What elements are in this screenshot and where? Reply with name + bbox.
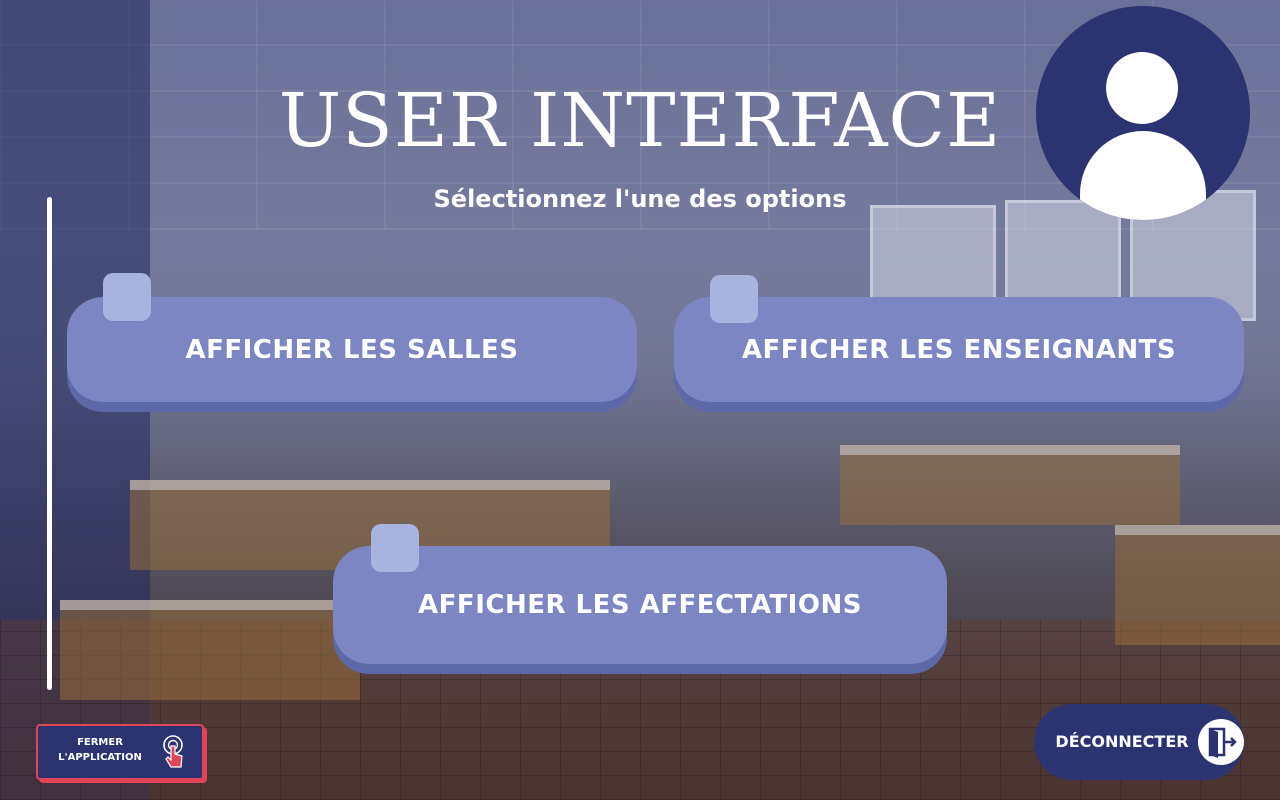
show-assignments-button[interactable]: AFFICHER LES AFFECTATIONS [333,524,947,664]
button-tab [103,273,151,321]
lab-bench [60,600,360,700]
hand-click-icon [163,735,183,768]
decorative-vertical-line [47,197,52,690]
door-exit-icon [1198,719,1244,765]
close-application-label: FERMER L'APPLICATION [46,735,154,765]
logout-label: DÉCONNECTER [1055,732,1189,751]
page-title: USER INTERFACE [278,78,1002,164]
close-label-line2: L'APPLICATION [58,752,142,763]
button-tab [371,524,419,572]
close-application-button[interactable]: FERMER L'APPLICATION [36,724,204,780]
user-icon[interactable] [1036,6,1250,220]
show-assignments-label: AFFICHER LES AFFECTATIONS [418,590,862,620]
logout-button[interactable]: DÉCONNECTER [1034,704,1244,780]
page-subtitle: Sélectionnez l'une des options [433,185,847,213]
lab-bench [1115,525,1280,645]
button-tab [710,275,758,323]
avatar-head [1106,52,1178,124]
lab-bench [840,445,1180,525]
show-rooms-label: AFFICHER LES SALLES [185,334,519,365]
close-label-line1: FERMER [77,737,123,748]
avatar-body [1080,131,1206,220]
show-teachers-button[interactable]: AFFICHER LES ENSEIGNANTS [674,275,1244,402]
show-rooms-button[interactable]: AFFICHER LES SALLES [67,273,637,402]
show-teachers-label: AFFICHER LES ENSEIGNANTS [741,334,1177,365]
